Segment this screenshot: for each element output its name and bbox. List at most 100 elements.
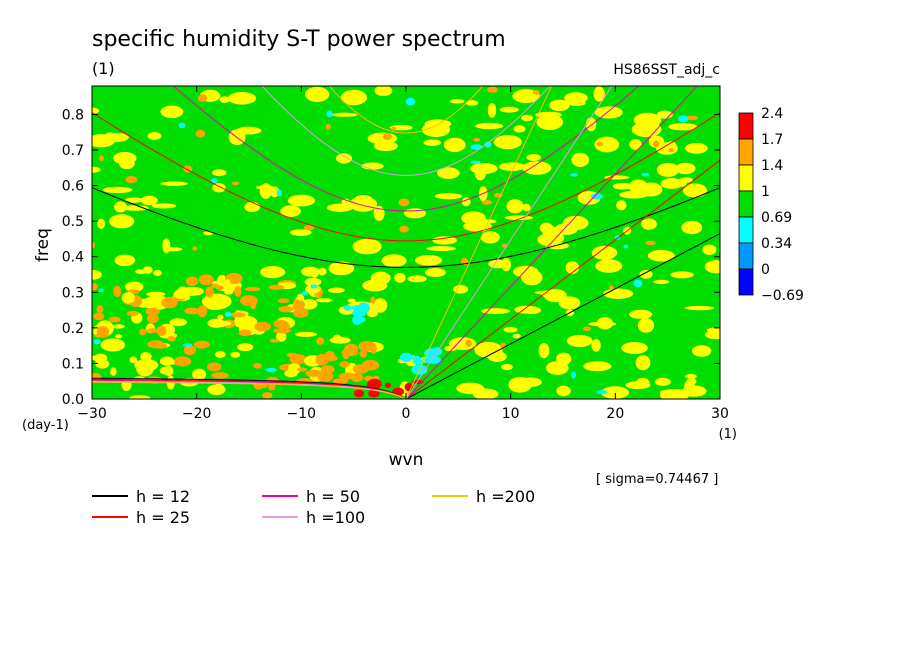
field-patch-1.4 (685, 142, 708, 154)
field-patch-1.7 (192, 246, 198, 251)
colorbar-swatch (738, 268, 754, 296)
x-axis-label: wvn (389, 450, 424, 470)
field-patch-1.4 (501, 363, 513, 371)
field-patch-1.4 (136, 361, 154, 377)
contour-field (92, 86, 720, 399)
field-patch-1.7 (609, 285, 614, 290)
colorbar-label: 0.34 (761, 236, 792, 252)
field-patch-1.4 (373, 298, 388, 313)
field-patch-1.4 (488, 259, 509, 269)
rossby-curve (92, 378, 407, 399)
field-patch-1.4 (653, 279, 670, 285)
field-patch-1.4 (702, 244, 717, 255)
legend-label: h = 12 (136, 487, 190, 506)
field-patch-1.7 (317, 267, 327, 276)
field-patch-1.7 (125, 175, 138, 184)
field-patch-1.4 (493, 135, 522, 150)
field-patch-1.4 (654, 377, 671, 386)
field-region-1.4-1.7 (161, 296, 178, 309)
field-patch-1.7 (300, 299, 318, 310)
field-patch-1.4 (629, 139, 642, 150)
field-region-1.4-1.7 (108, 316, 121, 323)
field-region-1.4-1.7 (370, 343, 377, 354)
field-patch-1.7 (92, 241, 96, 249)
colorbar-label: 0.69 (761, 210, 792, 226)
field-patch-1.4 (549, 99, 570, 112)
field-region-1.4-1.7 (229, 312, 246, 318)
field-patch-0.34 (326, 110, 333, 118)
field-patch-1.4 (328, 287, 345, 294)
field-patch-1.7 (93, 333, 109, 338)
field-patch-1.4 (591, 339, 601, 352)
field-patch-1.7 (169, 318, 187, 327)
field-patch-1.7 (370, 296, 376, 304)
legend-label: h = 25 (136, 508, 190, 527)
field-patch-1.7 (198, 274, 214, 286)
field-patch-1.7 (185, 276, 199, 287)
field-patch-1.7 (173, 289, 191, 300)
field-patch-1.4 (668, 123, 698, 131)
field-patch-0.34 (596, 390, 608, 395)
field-patch-1.4 (336, 153, 353, 164)
field-patch-1.4 (588, 321, 617, 327)
field-region-1.4-1.7 (184, 307, 201, 315)
kelvin-curve (405, 233, 720, 399)
field-patch-1.4 (675, 178, 687, 187)
field-region-1.4-1.7 (92, 283, 98, 291)
colorbar-label: 2.4 (761, 106, 783, 122)
colorbar-swatch (738, 216, 754, 244)
field-patch-1.4 (295, 331, 318, 337)
field-patch-1.4 (192, 368, 207, 381)
field-patch-1.4 (565, 261, 580, 275)
field-patch-1.4 (125, 281, 144, 292)
colorbar-label: 1.7 (761, 132, 783, 148)
field-patch-1.4 (452, 284, 469, 294)
x-tick-label: 20 (606, 406, 624, 422)
field-patch-1.4 (374, 86, 393, 97)
y-tick-label: 0.3 (62, 285, 84, 301)
field-patch-1.4 (407, 275, 427, 283)
field-patch-1.4 (147, 132, 162, 140)
gravity-curve (172, 86, 640, 212)
field-patch-1.4 (535, 111, 563, 118)
field-patch-1.4 (593, 86, 605, 102)
field-patch-1.4 (97, 218, 106, 229)
field-patch-1.4 (512, 333, 521, 339)
field-patch-1.4 (538, 342, 550, 359)
field-patch-1.4 (474, 341, 503, 358)
field-region-1.4-1.7 (359, 350, 368, 358)
field-patch-0.34 (623, 244, 629, 249)
field-patch-0.34 (224, 311, 232, 317)
field-region-1.7-2.4 (368, 389, 380, 398)
field-patch-1.4 (361, 162, 384, 170)
field-patch-0.34 (210, 178, 218, 184)
field-patch-1.4 (381, 254, 407, 268)
field-patch-1.4 (642, 219, 654, 229)
field-region-1.4-1.7 (320, 365, 335, 374)
field-patch-1.4 (612, 182, 634, 190)
field-patch-1.7 (147, 313, 159, 324)
field-patch-0.34 (633, 279, 643, 288)
field-region-1.7-2.4 (367, 378, 382, 390)
field-patch-1.4 (219, 96, 230, 104)
field-patch-1.7 (262, 392, 273, 399)
field-region-1.4-1.7 (295, 300, 305, 309)
field-patch-1.4 (160, 181, 188, 186)
field-patch-1.4 (585, 117, 597, 132)
field-patch-1.7 (153, 342, 167, 349)
colorbar-label: −0.69 (761, 288, 804, 304)
field-patch-1.7 (110, 367, 117, 376)
field-patch-1.7 (146, 328, 159, 333)
field-region-1.4-1.7 (350, 373, 364, 383)
field-patch-1.4 (244, 201, 261, 213)
field-patch-1.4 (562, 215, 589, 231)
field-region-1.4-1.7 (332, 378, 349, 385)
field-patch-1.7 (270, 267, 286, 277)
rossby-curve (92, 379, 407, 399)
field-patch-1.7 (316, 337, 325, 346)
axes: −30 −20 −10 0 10 20 30 0.0 0.1 0.2 0.3 0.4 0.5 0.6 0.7… (62, 86, 729, 422)
y-tick-label: 0.2 (62, 321, 84, 337)
dataset-label: HS86SST_adj_c (613, 62, 720, 78)
field-patch-1.4 (526, 153, 541, 161)
field-region-0.34-0.69 (352, 316, 366, 323)
